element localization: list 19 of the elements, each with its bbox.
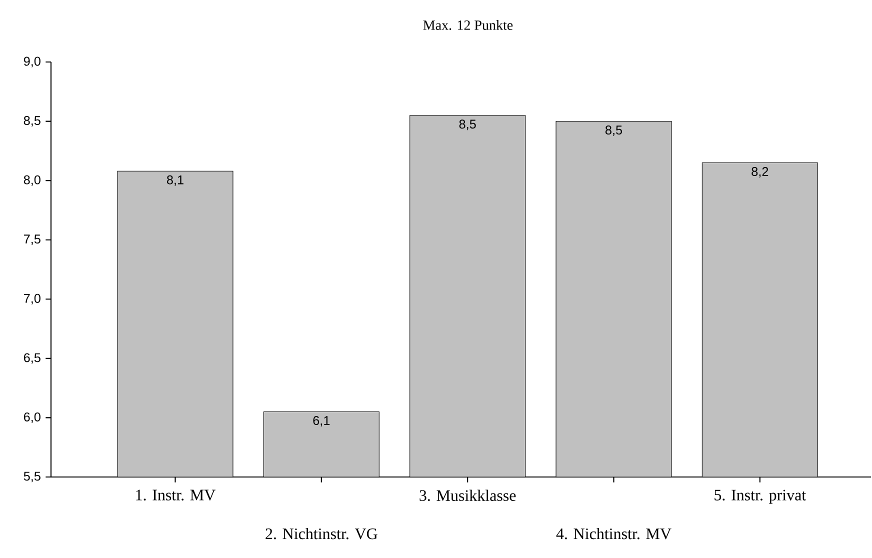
y-tick-label: 5,5 bbox=[24, 472, 40, 482]
y-tick-label: 6,0 bbox=[24, 412, 40, 423]
x-tick-label: 2. Nichtinstr. VG bbox=[266, 528, 378, 540]
data-label: 8,5 bbox=[605, 126, 622, 136]
x-tick-label: 3. Musikklasse bbox=[420, 490, 516, 502]
x-tick-label: 5. Instr. privat bbox=[714, 490, 806, 504]
data-label: 8,1 bbox=[166, 175, 184, 186]
y-tick-label: 8,5 bbox=[24, 116, 40, 127]
x-tick-label: 4. Nichtinstr. MV bbox=[556, 528, 672, 540]
data-label: 8,2 bbox=[752, 167, 768, 178]
y-tick-label: 7,0 bbox=[24, 294, 40, 304]
data-label: 6,1 bbox=[313, 416, 330, 427]
chart-title: Max. 12 Punkte bbox=[423, 20, 513, 30]
y-tick-label: 6,5 bbox=[24, 353, 40, 364]
y-tick-label: 9,0 bbox=[24, 56, 40, 68]
y-tick-label: 8,0 bbox=[24, 175, 40, 186]
y-tick-label: 7,5 bbox=[24, 234, 40, 246]
x-tick-label: 1. Instr. MV bbox=[136, 490, 216, 501]
data-label: 8,5 bbox=[459, 120, 476, 130]
